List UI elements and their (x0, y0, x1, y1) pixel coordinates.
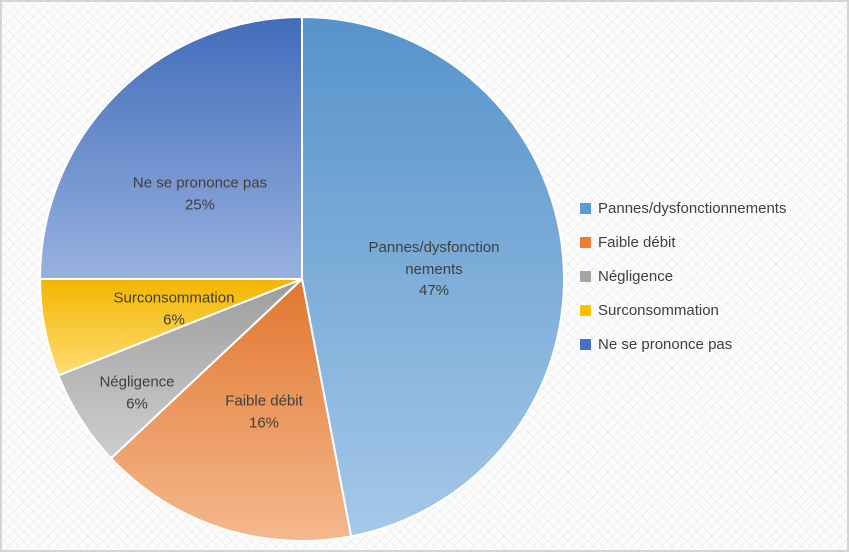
pie-slice-4 (39, 16, 303, 280)
legend-item-pannes: Pannes/dysfonctionnements (580, 191, 786, 225)
legend-label: Surconsommation (598, 301, 719, 319)
legend-item-faible-debit: Faible débit (580, 225, 786, 259)
legend-swatch-surconsommation (580, 304, 591, 316)
legend-swatch-ne-se-prononce-pas (580, 338, 591, 350)
legend-label: Négligence (598, 267, 674, 285)
legend-item-negligence: Négligence (580, 259, 786, 293)
legend: Pannes/dysfonctionnements Faible débit N… (580, 191, 786, 361)
pie-slice-0 (301, 16, 565, 538)
legend-item-surconsommation: Surconsommation (580, 293, 786, 327)
legend-label: Pannes/dysfonctionnements (598, 199, 787, 217)
legend-swatch-negligence (580, 270, 591, 282)
legend-swatch-pannes (580, 202, 591, 214)
pie-slice-1 (110, 278, 353, 542)
legend-label: Faible débit (598, 233, 676, 251)
legend-swatch-faible-debit (580, 236, 591, 248)
legend-label: Ne se prononce pas (598, 335, 733, 353)
legend-item-ne-se-prononce-pas: Ne se prononce pas (580, 327, 786, 361)
